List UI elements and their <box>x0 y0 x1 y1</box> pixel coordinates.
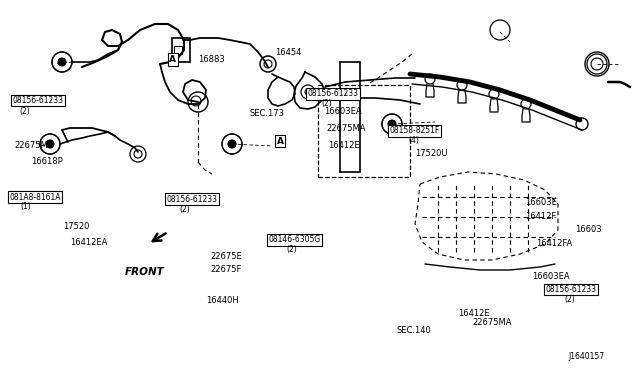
Text: (4): (4) <box>408 136 419 145</box>
Text: 08146-6305G: 08146-6305G <box>269 235 321 244</box>
Text: 16883: 16883 <box>198 55 225 64</box>
Text: (2): (2) <box>19 107 30 116</box>
Text: 16618P: 16618P <box>31 157 63 166</box>
Bar <box>174 46 182 54</box>
Text: FRONT: FRONT <box>125 267 164 277</box>
Text: 22675M: 22675M <box>14 141 48 150</box>
Text: 22675E: 22675E <box>210 252 242 261</box>
Text: 16603EA: 16603EA <box>532 272 570 280</box>
Text: 17520: 17520 <box>63 222 89 231</box>
Bar <box>318 85 410 177</box>
Text: 08156-61233: 08156-61233 <box>307 89 358 98</box>
Text: 16454: 16454 <box>275 48 301 57</box>
Text: (2): (2) <box>179 205 190 214</box>
Text: 16412F: 16412F <box>525 212 556 221</box>
Text: SEC.140: SEC.140 <box>397 326 431 335</box>
Text: 08156-61233: 08156-61233 <box>545 285 596 294</box>
Circle shape <box>58 58 66 66</box>
Text: 08158-8251F: 08158-8251F <box>389 126 440 135</box>
Circle shape <box>228 140 236 148</box>
Text: 08156-61233: 08156-61233 <box>166 195 218 203</box>
Circle shape <box>46 140 54 148</box>
Text: 22675MA: 22675MA <box>326 124 366 133</box>
Text: (2): (2) <box>564 295 575 304</box>
Text: 22675MA: 22675MA <box>472 318 512 327</box>
Text: 16603: 16603 <box>575 225 602 234</box>
Text: 16412EA: 16412EA <box>70 238 108 247</box>
Text: (1): (1) <box>20 202 31 211</box>
Circle shape <box>388 120 396 128</box>
Text: 17520U: 17520U <box>415 149 447 158</box>
Text: 08156-61233: 08156-61233 <box>13 96 64 105</box>
Text: 22675F: 22675F <box>210 265 241 274</box>
Text: 16412FA: 16412FA <box>536 239 573 248</box>
Text: 16412E: 16412E <box>328 141 359 150</box>
Text: 16603E: 16603E <box>525 198 557 207</box>
Text: (2): (2) <box>321 99 332 108</box>
Text: 081A8-8161A: 081A8-8161A <box>10 193 61 202</box>
Text: 16440H: 16440H <box>206 296 239 305</box>
Text: 16603EA: 16603EA <box>324 107 362 116</box>
Bar <box>172 38 190 62</box>
Text: A: A <box>170 55 176 64</box>
Text: J1640157: J1640157 <box>568 352 604 361</box>
Text: (2): (2) <box>287 246 298 254</box>
Text: A: A <box>277 137 284 146</box>
Text: 16412E: 16412E <box>458 309 489 318</box>
Text: SEC.173: SEC.173 <box>250 109 285 118</box>
